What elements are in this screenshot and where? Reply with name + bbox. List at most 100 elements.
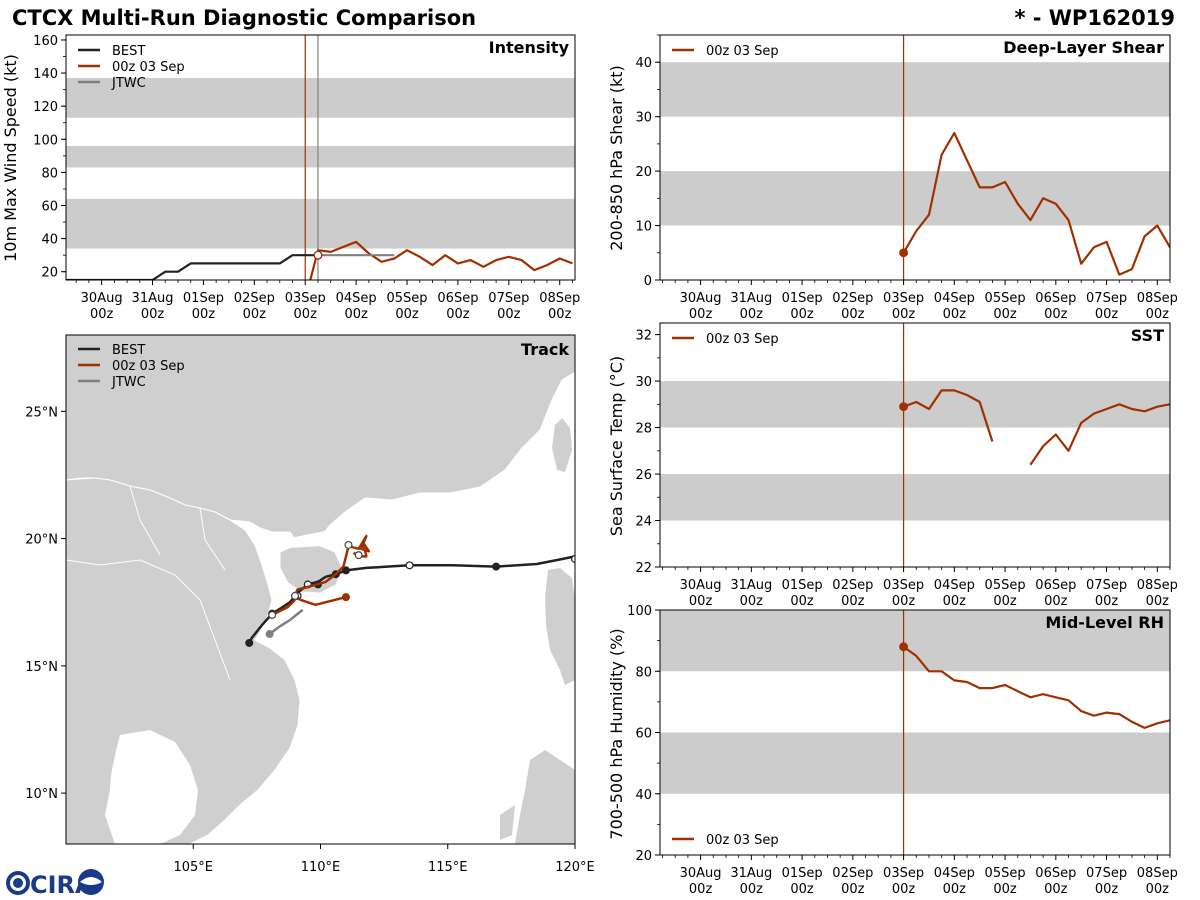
rh-ytick-label-2: 60 (635, 727, 652, 742)
intensity-ytick-label-4: 100 (33, 133, 58, 148)
rh-xtick-label-9: 08Sep (1137, 866, 1178, 881)
intensity-xtick-label-9: 08Sep (539, 291, 580, 306)
shear-xtick-hour-4: 00z (892, 307, 916, 322)
shear-plot-layer: 01020304030Aug00z31Aug00z01Sep00z02Sep00… (635, 34, 1178, 322)
sst-series-run-0 (903, 389, 994, 442)
intensity-ytick-label-5: 120 (33, 100, 58, 115)
sst-ytick-label-1: 24 (635, 515, 652, 530)
intensity-legend-label-0: BEST (112, 44, 145, 59)
sst-xtick-label-0: 30Aug (680, 578, 722, 593)
rh-ytick-label-0: 20 (635, 849, 652, 864)
sst-xtick-label-6: 05Sep (985, 578, 1026, 593)
sst-xtick-hour-9: 00z (1146, 594, 1170, 609)
sst-xtick-label-5: 04Sep (934, 578, 975, 593)
track-dot-best-1 (492, 562, 501, 571)
intensity-legend-label-1: 00z 03 Sep (112, 60, 185, 75)
rh-xtick-hour-2: 00z (790, 882, 814, 897)
intensity-xtick-label-1: 31Aug (132, 291, 174, 306)
rh-band-1 (660, 610, 1170, 672)
intensity-xtick-hour-5: 00z (344, 307, 368, 322)
shear-xtick-label-2: 01Sep (782, 291, 823, 306)
track-legend-label-0: BEST (112, 343, 145, 358)
rh-band-0 (660, 732, 1170, 794)
track-dot-run-0 (341, 593, 350, 602)
sst-ytick-label-0: 22 (635, 561, 652, 576)
map-land (66, 335, 575, 844)
sst-xtick-label-4: 03Sep (883, 578, 924, 593)
track-plot-layer (245, 534, 575, 647)
intensity-xtick-hour-7: 00z (446, 307, 470, 322)
intensity-xtick-label-2: 01Sep (183, 291, 224, 306)
shear-xtick-label-1: 31Aug (730, 291, 772, 306)
shear-legend-label-0: 00z 03 Sep (706, 44, 779, 59)
rh-legend-label-0: 00z 03 Sep (706, 833, 779, 848)
intensity-band-1 (66, 145, 575, 168)
rh-marker-0 (899, 642, 909, 652)
track-legend-label-2: JTWC (111, 375, 146, 390)
intensity-xtick-hour-1: 00z (141, 307, 165, 322)
shear-ytick-label-4: 40 (635, 56, 652, 71)
rh-ytick-label-1: 40 (635, 788, 652, 803)
shear-xtick-label-5: 04Sep (934, 291, 975, 306)
sst-xtick-label-1: 31Aug (730, 578, 772, 593)
intensity-title: Intensity (489, 38, 570, 57)
storm-id: * - WP162019 (1014, 6, 1175, 30)
intensity-series-run-1 (309, 240, 573, 280)
shear-ytick-label-2: 20 (635, 165, 652, 180)
rh-xtick-hour-7: 00z (1044, 882, 1068, 897)
rh-xtick-label-5: 04Sep (934, 866, 975, 881)
track-ytick-label-1: 15°N (25, 660, 58, 675)
sst-xtick-label-3: 02Sep (832, 578, 873, 593)
sst-xtick-hour-7: 00z (1044, 594, 1068, 609)
shear-xtick-hour-8: 00z (1095, 307, 1119, 322)
rh-series-run-0 (902, 645, 1170, 730)
track-dot-best-9 (245, 638, 254, 647)
intensity-band-2 (66, 78, 575, 118)
intensity-xtick-hour-0: 00z (90, 307, 114, 322)
sst-xtick-label-2: 01Sep (782, 578, 823, 593)
intensity-ytick-label-2: 60 (41, 200, 58, 215)
figure-title: CTCX Multi-Run Diagnostic Comparison (12, 6, 476, 30)
sst-xtick-label-7: 06Sep (1035, 578, 1076, 593)
shear-xtick-label-8: 07Sep (1086, 291, 1127, 306)
intensity-ytick-label-0: 20 (41, 266, 58, 281)
rh-xtick-label-7: 06Sep (1035, 866, 1076, 881)
shear-xtick-label-4: 03Sep (883, 291, 924, 306)
land-taiwan (552, 418, 572, 472)
rh-ytick-label-3: 80 (635, 665, 652, 680)
shear-xtick-hour-1: 00z (740, 307, 764, 322)
shear-frame (659, 34, 1171, 281)
sst-marker-0 (899, 402, 909, 412)
sst-xtick-hour-0: 00z (689, 594, 713, 609)
intensity-xtick-hour-4: 00z (294, 307, 318, 322)
sst-xtick-hour-2: 00z (790, 594, 814, 609)
rh-xtick-label-4: 03Sep (883, 866, 924, 881)
track-dot-run-2 (344, 540, 353, 549)
rh-plot-layer: 2040608010030Aug00z31Aug00z01Sep00z02Sep… (627, 604, 1178, 897)
shear-ytick-label-0: 0 (644, 274, 652, 289)
intensity-panel: 2040608010012014016030Aug00z31Aug00z01Se… (1, 34, 580, 322)
shear-panel: 01020304030Aug00z31Aug00z01Sep00z02Sep00… (607, 34, 1178, 322)
shear-xtick-label-7: 06Sep (1035, 291, 1076, 306)
track-dot-best-2 (405, 561, 414, 570)
sst-ytick-label-5: 32 (635, 329, 652, 344)
rh-xtick-hour-1: 00z (740, 882, 764, 897)
intensity-ytick-label-7: 160 (33, 34, 58, 49)
track-series-jtwc-3 (268, 608, 304, 636)
rh-xtick-hour-0: 00z (689, 882, 713, 897)
intensity-xtick-hour-3: 00z (243, 307, 267, 322)
shear-band-1 (660, 62, 1170, 117)
intensity-ylabel: 10m Max Wind Speed (kt) (1, 54, 20, 262)
intensity-ytick-label-6: 140 (33, 67, 58, 82)
intensity-ytick-label-1: 40 (41, 233, 58, 248)
rh-ylabel: 700-500 hPa Humidity (%) (607, 628, 626, 839)
intensity-marker-0 (313, 250, 323, 260)
rh-xtick-hour-9: 00z (1146, 882, 1170, 897)
shear-band-0 (660, 171, 1170, 226)
sst-xtick-label-9: 08Sep (1137, 578, 1178, 593)
land-luzon (545, 568, 575, 685)
track-title: Track (521, 340, 569, 359)
rh-panel: 2040608010030Aug00z31Aug00z01Sep00z02Sep… (607, 604, 1178, 897)
intensity-xtick-label-5: 04Sep (336, 291, 377, 306)
